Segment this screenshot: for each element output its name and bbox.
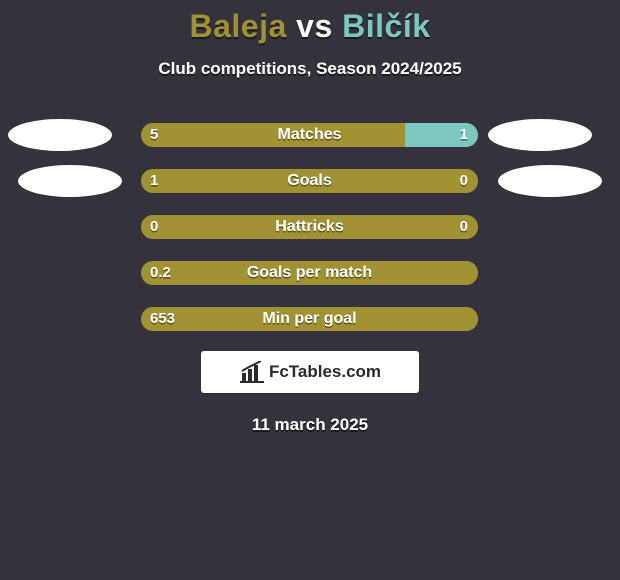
stat-bar-left bbox=[141, 215, 478, 239]
comparison-title: Baleja vs Bilčík bbox=[0, 0, 620, 45]
stat-value-left: 5 bbox=[150, 121, 158, 149]
player1-marker bbox=[8, 119, 112, 151]
snapshot-date: 11 march 2025 bbox=[0, 415, 620, 435]
stat-bar-left bbox=[141, 123, 405, 147]
source-text: FcTables.com bbox=[269, 362, 381, 382]
stat-value-left: 0.2 bbox=[150, 259, 171, 287]
stat-value-left: 1 bbox=[150, 167, 158, 195]
subtitle: Club competitions, Season 2024/2025 bbox=[0, 59, 620, 79]
source-badge: FcTables.com bbox=[201, 351, 419, 393]
stat-row: 653Min per goal bbox=[0, 305, 620, 333]
player1-marker bbox=[18, 165, 122, 197]
stat-value-right: 0 bbox=[460, 167, 468, 195]
stat-bar-left bbox=[141, 169, 478, 193]
player1-name: Baleja bbox=[189, 8, 286, 44]
stat-value-right: 1 bbox=[460, 121, 468, 149]
player2-marker bbox=[488, 119, 592, 151]
comparison-chart: 51Matches10Goals00Hattricks0.2Goals per … bbox=[0, 121, 620, 333]
title-vs: vs bbox=[296, 8, 333, 44]
stat-bar-track bbox=[139, 167, 480, 195]
stat-value-right: 0 bbox=[460, 213, 468, 241]
stat-bar-left bbox=[141, 307, 478, 331]
stat-row: 0.2Goals per match bbox=[0, 259, 620, 287]
stat-bar-track bbox=[139, 305, 480, 333]
stat-value-left: 0 bbox=[150, 213, 158, 241]
stat-value-left: 653 bbox=[150, 305, 175, 333]
stat-row: 00Hattricks bbox=[0, 213, 620, 241]
stat-bar-track bbox=[139, 259, 480, 287]
stat-bar-track bbox=[139, 121, 480, 149]
stat-bar-left bbox=[141, 261, 478, 285]
stat-bar-track bbox=[139, 213, 480, 241]
player2-name: Bilčík bbox=[342, 8, 430, 44]
chart-icon bbox=[239, 361, 265, 383]
player2-marker bbox=[498, 165, 602, 197]
